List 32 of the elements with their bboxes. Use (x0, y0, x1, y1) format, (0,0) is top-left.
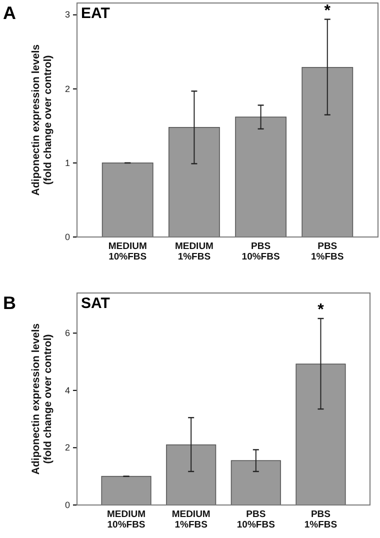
y-tick-label: 2 (64, 84, 70, 94)
bar (230, 460, 281, 506)
chart-subtitle: SAT (81, 295, 110, 312)
bar (296, 364, 346, 506)
x-tick-label: PBS 1%FBS (304, 509, 338, 530)
chart-subtitle: EAT (81, 5, 110, 22)
y-axis-title: Adiponectin expression levels (fold change over control) (30, 323, 54, 475)
y-tick-label: 3 (64, 10, 70, 20)
y-tick-label: 4 (64, 385, 70, 396)
bar (102, 162, 154, 238)
x-tick-label: PBS 10%FBS (242, 241, 280, 262)
y-tick-label: 0 (64, 232, 70, 242)
x-tick-label: PBS 10%FBS (236, 509, 275, 530)
x-tick-label: MEDIUM 1%FBS (174, 241, 214, 262)
chart-title: A (3, 3, 16, 23)
y-tick-label: 0 (64, 500, 70, 510)
bar (168, 127, 220, 238)
bar (101, 476, 152, 506)
x-tick-label: MEDIUM 10%FBS (108, 241, 147, 262)
annotation: * (318, 301, 325, 318)
x-tick-label: PBS 1%FBS (311, 241, 344, 262)
chart-title: B (3, 293, 16, 313)
bar (235, 116, 286, 238)
y-tick-label: 1 (64, 158, 70, 168)
y-axis-title: Adiponectin expression levels (fold change over control) (30, 44, 54, 196)
annotation: * (324, 2, 332, 20)
bar (302, 67, 354, 238)
y-tick-label: 2 (64, 442, 70, 453)
x-tick-label: MEDIUM 10%FBS (107, 509, 146, 530)
x-tick-label: MEDIUM 1%FBS (172, 509, 210, 530)
bar (166, 444, 216, 506)
y-tick-label: 6 (64, 328, 70, 338)
